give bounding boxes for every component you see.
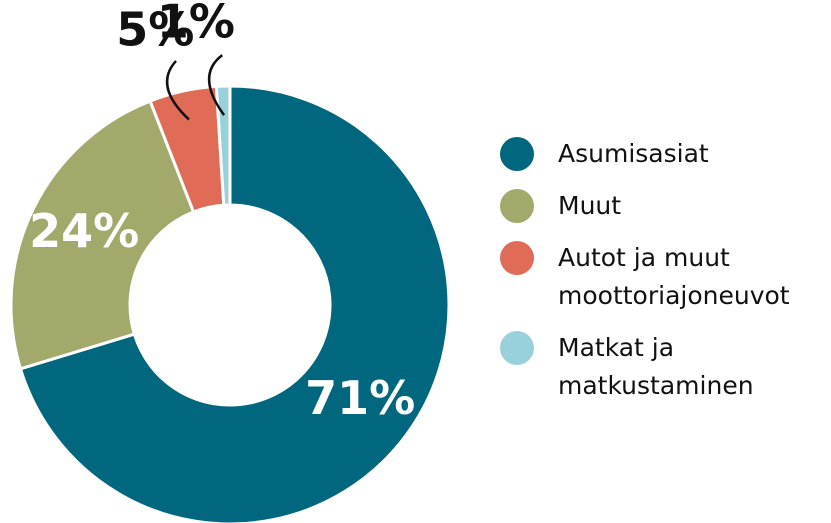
legend-label: Matkat ja matkustaminen	[558, 333, 754, 400]
slice-label: 1%	[157, 0, 235, 49]
legend-swatch	[500, 189, 534, 223]
legend-item: Autot ja muut moottoriajoneuvot	[500, 239, 831, 315]
donut-slice	[9, 99, 196, 371]
donut-slice	[214, 84, 232, 207]
legend-swatch	[500, 331, 534, 365]
legend-swatch	[500, 241, 534, 275]
legend-item: Matkat ja matkustaminen	[500, 329, 831, 405]
legend-swatch	[500, 137, 534, 171]
donut-slice	[18, 84, 451, 523]
legend-item: Asumisasiat	[500, 135, 831, 173]
slice-label: 5%	[116, 3, 194, 57]
legend-item: Muut	[500, 187, 831, 225]
slice-label: 71%	[305, 371, 415, 425]
legend: Asumisasiat Muut Autot ja muut moottoriajo…	[500, 135, 831, 419]
legend-label: Muut	[558, 191, 622, 220]
legend-label: Autot ja muut moottoriajoneuvot	[558, 243, 790, 310]
legend-label: Asumisasiat	[558, 139, 709, 168]
leader-line	[207, 54, 226, 116]
leader-line	[166, 60, 190, 121]
slice-label: 24%	[29, 204, 139, 258]
